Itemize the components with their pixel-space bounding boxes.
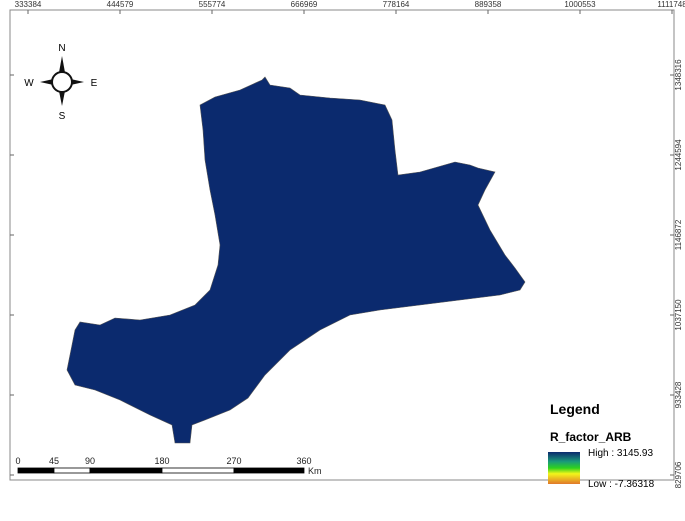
legend-low: Low : -7.36318 [588, 479, 655, 490]
map-frame [9, 9, 675, 481]
top-tick-label: 333384 [15, 0, 42, 9]
top-tick-label: 1000553 [564, 0, 596, 9]
compass-w: W [24, 78, 34, 89]
scale-label: 45 [49, 456, 59, 466]
top-axis: 333384 444579 555774 666969 778164 889358 1000… [15, 0, 685, 14]
region-raster [66, 76, 526, 444]
scale-unit: Km [308, 466, 322, 476]
scale-segment [17, 467, 55, 474]
scale-label: 180 [154, 456, 169, 466]
scale-label: 90 [85, 456, 95, 466]
compass-s: S [59, 111, 66, 122]
legend-ramp [548, 452, 580, 484]
right-tick-label: 1146872 [674, 219, 683, 250]
scale-segment [89, 467, 163, 474]
top-tick-label: 778164 [383, 0, 410, 9]
compass-n: N [58, 43, 65, 54]
scale-label: 270 [226, 456, 241, 466]
right-tick-label: 829706 [674, 461, 683, 488]
north-arrow: N S E W [24, 43, 97, 122]
scale-segment [161, 467, 235, 474]
top-tick-label: 1111748 [657, 0, 685, 9]
right-tick-label: 933428 [674, 381, 683, 408]
top-tick-label: 889358 [475, 0, 502, 9]
legend-layer: R_factor_ARB [550, 430, 632, 444]
compass-e: E [91, 78, 98, 89]
top-tick-label: 666969 [291, 0, 318, 9]
right-tick-label: 1037150 [674, 299, 683, 331]
right-axis: 1348316 1244594 1146872 1037150 933428 829706 [10, 59, 683, 488]
top-tick-label: 444579 [107, 0, 134, 9]
legend-title: Legend [550, 401, 600, 417]
scale-segment [53, 467, 91, 474]
scale-label: 0 [15, 456, 20, 466]
legend-high: High : 3145.93 [588, 448, 653, 459]
right-tick-label: 1348316 [674, 59, 683, 91]
legend: Legend R_factor_ARB High : 3145.93 Low :… [548, 401, 655, 490]
right-tick-label: 1244594 [674, 139, 683, 171]
top-tick-label: 555774 [199, 0, 226, 9]
scale-segment [233, 467, 305, 474]
scale-label: 360 [296, 456, 311, 466]
